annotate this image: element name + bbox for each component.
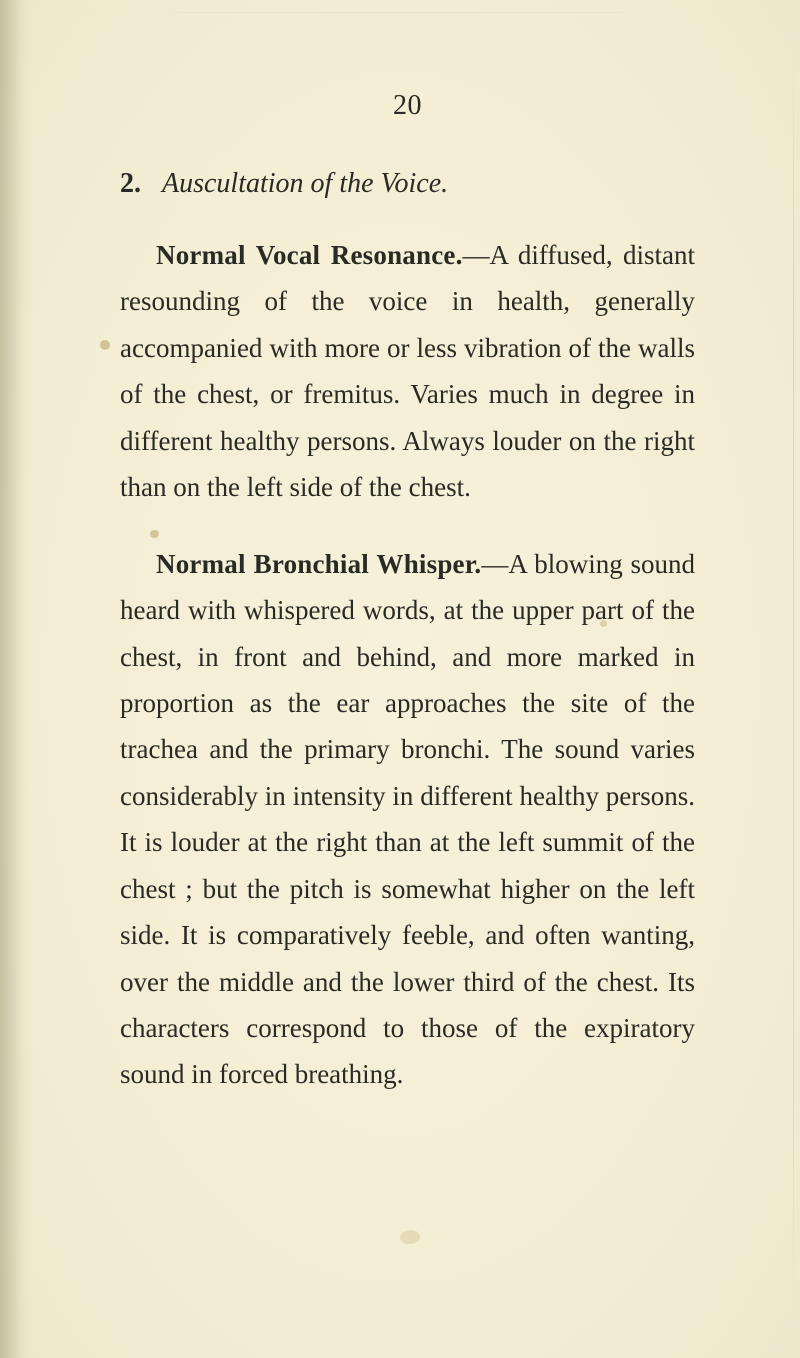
paragraph-vocal-resonance: Normal Vocal Resonance.—A diffused, dist… <box>120 232 695 511</box>
run-in-heading: Normal Vocal Resonance. <box>156 240 463 270</box>
section-title-text: Auscultation of the Voice. <box>162 168 448 199</box>
foxing-spot <box>400 1230 420 1244</box>
scanned-page: 20 2. Auscultation of the Voice. Normal … <box>0 0 800 1358</box>
section-number: 2. <box>120 168 141 199</box>
paragraph-bronchial-whisper: Normal Bronchial Whisper.—A blowing soun… <box>120 541 695 1098</box>
foxing-spot <box>150 530 159 538</box>
foxing-spot <box>100 340 110 350</box>
paragraph-body: —A diffused, distant resounding of the v… <box>120 240 695 502</box>
page-number: 20 <box>120 90 695 122</box>
run-in-heading: Normal Bronchial Whisper. <box>156 549 481 579</box>
page-top-hairline <box>30 12 770 13</box>
paragraph-body: —A blowing sound heard with whispered wo… <box>120 549 695 1090</box>
page-gutter-shadow <box>0 0 32 1358</box>
page-right-hairline <box>793 40 794 1320</box>
section-heading: 2. Auscultation of the Voice. <box>120 168 695 200</box>
